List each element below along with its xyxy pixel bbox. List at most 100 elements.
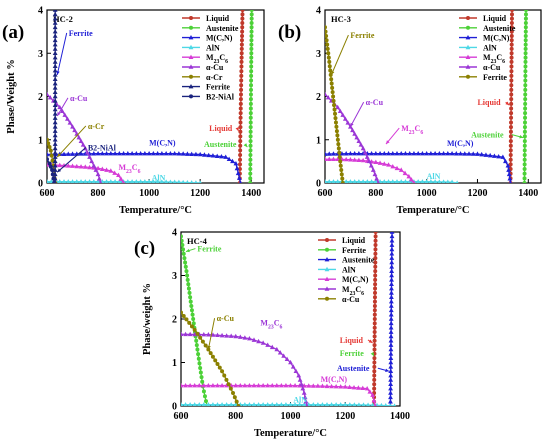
annotation-label: Austenite (337, 364, 370, 373)
data-point (239, 83, 244, 88)
data-point (508, 148, 513, 153)
legend-label: M(C,N) (206, 34, 233, 43)
data-point (95, 150, 101, 156)
data-point (522, 162, 527, 167)
data-point (238, 120, 243, 125)
data-point (360, 385, 366, 391)
data-point (219, 332, 225, 338)
annotation-label: Ferrite (340, 349, 364, 358)
data-point (52, 54, 58, 60)
legend-swatch-marker (189, 74, 193, 79)
data-point (388, 294, 394, 300)
data-point (470, 151, 476, 156)
legend-label: AlN (483, 43, 497, 52)
data-point (185, 151, 190, 156)
data-point (370, 392, 376, 397)
data-point (196, 382, 202, 388)
data-point (458, 151, 463, 156)
data-point (112, 150, 118, 156)
data-point (104, 167, 109, 172)
data-point (523, 73, 528, 78)
data-point (52, 29, 58, 34)
annotation-label: B2-NiAl (88, 144, 117, 153)
x-tick-label: 1000 (139, 188, 159, 199)
data-point (183, 264, 188, 269)
data-point (372, 325, 377, 330)
data-point (251, 402, 257, 406)
data-point (248, 87, 253, 92)
data-point (326, 156, 332, 162)
data-point (239, 87, 244, 92)
data-point (415, 150, 421, 156)
data-point (284, 356, 290, 362)
data-point (388, 390, 393, 395)
legend-item: Liquid (459, 14, 507, 23)
data-point (181, 251, 186, 256)
data-point (388, 355, 394, 360)
data-point (509, 46, 514, 51)
legend-label: Austenite (342, 256, 375, 265)
data-point (203, 343, 208, 348)
data-point (65, 116, 70, 121)
annotation-arrowhead (57, 168, 62, 173)
data-point (256, 382, 261, 388)
data-point (325, 179, 328, 183)
data-point (409, 177, 414, 182)
data-point (52, 16, 58, 21)
data-point (239, 59, 244, 64)
data-point (201, 382, 207, 388)
y-tick-label: 1 (172, 358, 177, 369)
data-point (388, 399, 393, 404)
data-point (386, 162, 391, 167)
data-point (186, 286, 191, 291)
data-point (57, 179, 62, 183)
data-point (236, 175, 242, 180)
annotation: AlN (427, 172, 441, 181)
data-point (281, 353, 287, 358)
legend-item: M(C,N) (459, 34, 510, 43)
data-point (522, 125, 527, 130)
data-point (453, 151, 459, 156)
data-point (52, 158, 58, 164)
data-point (388, 346, 394, 352)
data-point (248, 97, 253, 102)
annotation-arrowhead (385, 140, 390, 145)
data-point (373, 269, 378, 274)
annotation-arrow (56, 32, 68, 75)
legend-item: M23C6 (182, 53, 228, 65)
data-point (249, 16, 254, 21)
data-point (57, 162, 63, 168)
annotation-label: Liquid (340, 336, 364, 345)
data-point (373, 277, 378, 282)
data-point (189, 308, 194, 313)
data-point (373, 179, 378, 183)
series-liquid (371, 232, 378, 406)
data-point (373, 290, 378, 295)
data-point (238, 134, 243, 139)
data-point (201, 389, 206, 394)
x-tick-label: 800 (91, 188, 106, 199)
data-point (335, 137, 340, 142)
data-point (509, 33, 514, 38)
data-point (283, 382, 289, 388)
data-point (508, 129, 513, 134)
data-point (194, 338, 199, 343)
data-point (239, 73, 244, 78)
annotation-label: α-Cu (366, 98, 384, 107)
data-point (388, 329, 394, 334)
data-point (509, 64, 514, 69)
data-point (248, 157, 253, 162)
legend-swatch-marker (189, 25, 193, 30)
legend-swatch-marker (189, 94, 193, 99)
data-point (237, 162, 242, 167)
data-point (373, 251, 378, 256)
data-point (364, 386, 370, 391)
data-point (224, 382, 230, 388)
data-point (196, 352, 201, 357)
data-point (373, 243, 378, 248)
data-point (508, 153, 513, 158)
data-point (335, 104, 341, 110)
data-point (279, 402, 284, 406)
data-point (186, 282, 191, 287)
